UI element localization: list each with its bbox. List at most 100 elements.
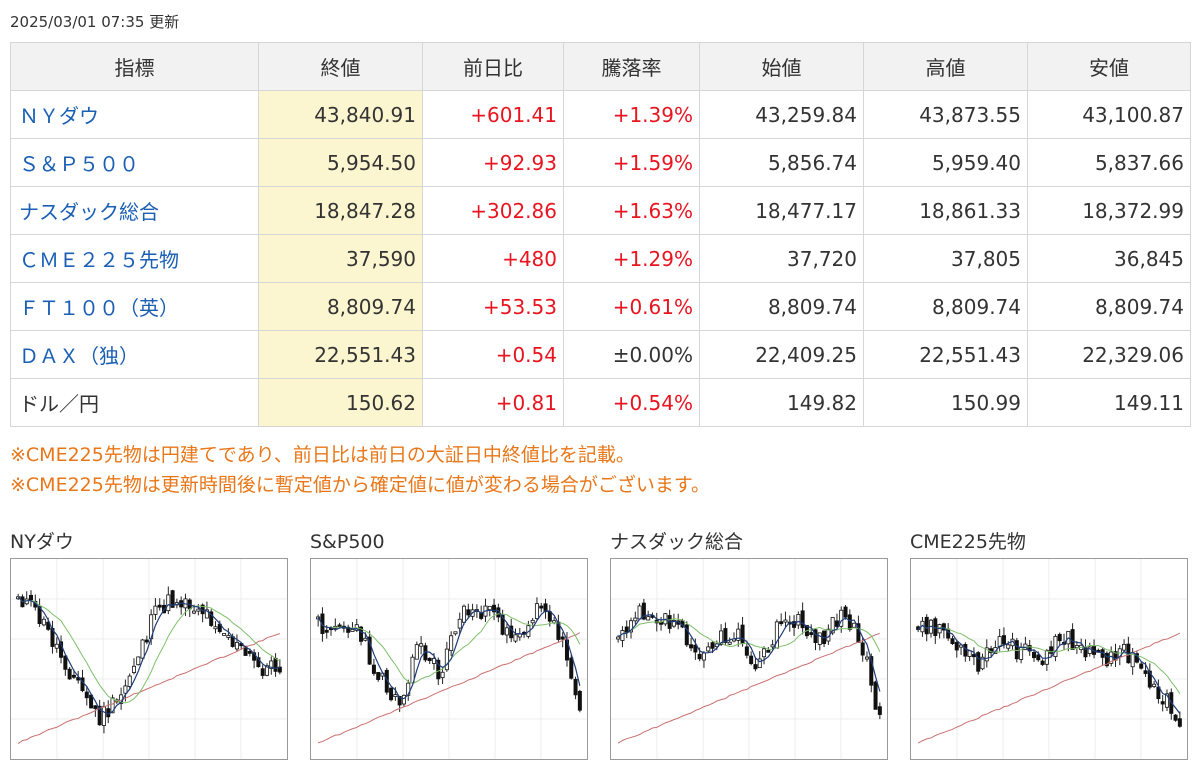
candle-body xyxy=(997,636,1002,648)
candle-body xyxy=(401,694,406,705)
candle-body xyxy=(534,603,539,619)
moving-average-long xyxy=(17,633,281,745)
candle-body xyxy=(834,620,839,627)
candle-body xyxy=(641,602,646,620)
candle-body xyxy=(1173,714,1178,721)
chart-frame[interactable] xyxy=(10,558,288,760)
close-value: 22,551.43 xyxy=(258,330,423,379)
low-value: 18,372.99 xyxy=(1027,186,1191,235)
candle-body xyxy=(1087,646,1092,654)
moving-average-short xyxy=(17,596,280,715)
candle-body xyxy=(140,639,145,659)
candle-body xyxy=(153,605,158,615)
index-link-dax[interactable]: ＤＡＸ（独） xyxy=(10,330,259,379)
candle-body xyxy=(860,642,865,656)
candle-body xyxy=(941,623,946,631)
chart-frame[interactable] xyxy=(310,558,588,760)
candlestick-chart xyxy=(11,559,287,759)
index-link-nasdaq[interactable]: ナスダック総合 xyxy=(10,186,259,235)
candle-body xyxy=(41,618,46,626)
candle-body xyxy=(873,681,878,710)
chart-title: S&P500 xyxy=(310,531,385,553)
chart-card-sp500[interactable]: S&P500 xyxy=(310,528,588,760)
change-value: +92.93 xyxy=(422,138,564,187)
chart-card-nasdaq[interactable]: ナスダック総合 xyxy=(610,528,888,760)
chart-card-nydow[interactable]: NYダウ xyxy=(10,528,288,760)
rate-value: +1.59% xyxy=(563,138,700,187)
close-value: 5,954.50 xyxy=(258,138,423,187)
table-header-row: 指標 終値 前日比 騰落率 始値 高値 安値 xyxy=(10,42,1191,91)
candle-body xyxy=(1122,643,1127,651)
change-value: +302.86 xyxy=(422,186,564,235)
candle-body xyxy=(101,706,106,726)
candle-body xyxy=(277,666,282,673)
change-value: +0.54 xyxy=(422,330,564,379)
candle-body xyxy=(414,644,419,660)
candlestick-chart xyxy=(611,559,887,759)
candle-body xyxy=(744,646,749,656)
candle-body xyxy=(1053,635,1058,657)
candle-body xyxy=(273,657,278,672)
table-row: ドル／円 150.62 +0.81 +0.54% 149.82 150.99 1… xyxy=(10,378,1191,427)
high-value: 37,805 xyxy=(863,234,1028,283)
candle-body xyxy=(616,636,621,640)
chart-frame[interactable] xyxy=(910,558,1188,760)
candle-body xyxy=(757,658,762,669)
chart-title: ナスダック総合 xyxy=(610,531,744,553)
candle-body xyxy=(1130,652,1135,668)
chart-card-cme225[interactable]: CME225先物 xyxy=(910,528,1188,760)
high-value: 22,551.43 xyxy=(863,330,1028,379)
candle-body xyxy=(573,678,578,696)
table-row: ＦＴ１００（英） 8,809.74 +53.53 +0.61% 8,809.74… xyxy=(10,282,1191,331)
rate-value: +1.29% xyxy=(563,234,700,283)
candle-body xyxy=(457,618,462,629)
candle-body xyxy=(1036,654,1041,661)
header-change: 前日比 xyxy=(422,42,564,91)
low-value: 22,329.06 xyxy=(1027,330,1191,379)
candle-body xyxy=(264,665,269,676)
candle-body xyxy=(719,630,724,645)
candle-body xyxy=(389,687,394,701)
candle-body xyxy=(166,594,171,612)
candle-body xyxy=(727,641,732,645)
candle-body xyxy=(106,708,111,718)
candle-body xyxy=(144,639,149,643)
market-index-table: 指標 終値 前日比 騰落率 始値 高値 安値 ＮＹダウ 43,840.91 +6… xyxy=(10,42,1191,427)
candle-body xyxy=(796,614,801,626)
chart-frame[interactable] xyxy=(610,558,888,760)
candle-body xyxy=(779,621,784,625)
candle-body xyxy=(762,648,767,658)
candle-body xyxy=(1143,670,1148,674)
candle-body xyxy=(1177,718,1182,727)
candle-body xyxy=(813,629,818,643)
candle-body xyxy=(131,665,136,673)
index-link-cme225[interactable]: ＣＭＥ２２５先物 xyxy=(10,234,259,283)
candle-body xyxy=(847,614,852,630)
open-value: 8,809.74 xyxy=(699,282,864,331)
candle-body xyxy=(123,685,128,694)
candle-body xyxy=(376,672,381,680)
index-link-ft100[interactable]: ＦＴ１００（英） xyxy=(10,282,259,331)
change-value: +480 xyxy=(422,234,564,283)
candle-body xyxy=(419,643,424,647)
candle-body xyxy=(1070,629,1075,650)
chart-title: CME225先物 xyxy=(910,531,1026,553)
candle-body xyxy=(710,642,715,649)
candle-body xyxy=(54,643,59,649)
index-link-nydow[interactable]: ＮＹダウ xyxy=(10,90,259,139)
index-link-sp500[interactable]: Ｓ＆Ｐ５００ xyxy=(10,138,259,187)
candle-body xyxy=(93,705,98,709)
candle-body xyxy=(539,605,544,609)
note-line: ※CME225先物は円建てであり、前日比は前日の大証日中終値比を記載。 xyxy=(10,444,635,466)
candle-body xyxy=(222,632,227,636)
moving-average-long xyxy=(917,632,1181,744)
change-value: +53.53 xyxy=(422,282,564,331)
candle-body xyxy=(406,682,411,696)
candle-body xyxy=(723,628,728,643)
candle-body xyxy=(547,611,552,622)
candle-body xyxy=(950,638,955,644)
candle-body xyxy=(1049,646,1054,654)
open-value: 22,409.25 xyxy=(699,330,864,379)
candle-body xyxy=(543,603,548,613)
rate-value: +1.39% xyxy=(563,90,700,139)
